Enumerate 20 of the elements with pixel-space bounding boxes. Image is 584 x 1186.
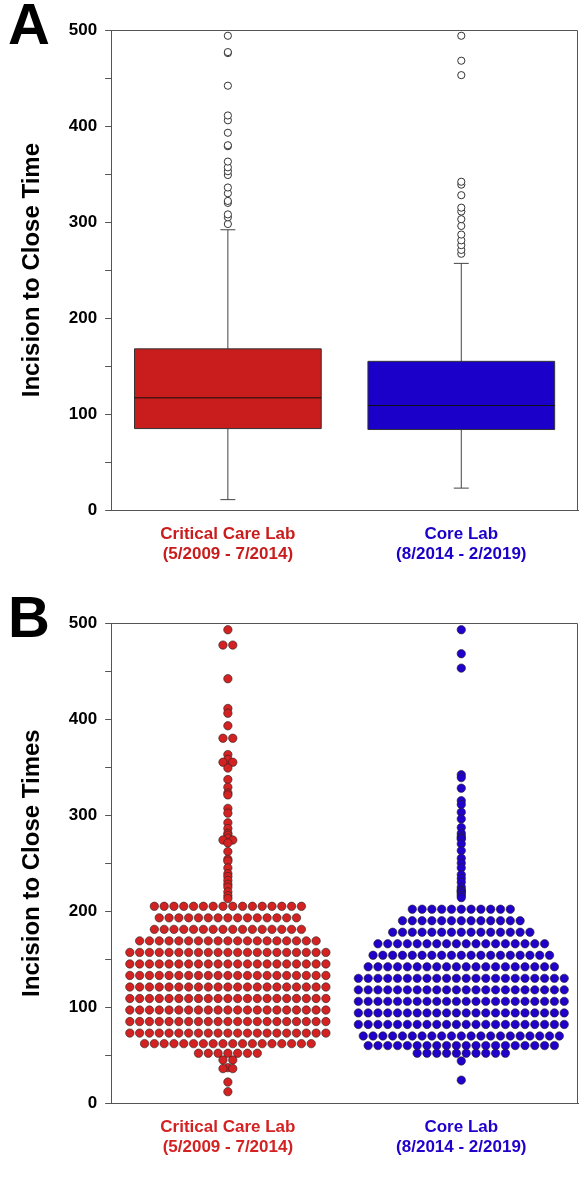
chart-title: B <box>8 583 50 650</box>
x-tick-label: Core Lab (8/2014 - 2/2019) <box>396 1117 527 1157</box>
y-tick-label: 0 <box>87 1092 98 1112</box>
y-tick-label: 100 <box>68 996 98 1016</box>
x-tick-label: Core Lab (8/2014 - 2/2019) <box>396 524 527 564</box>
y-tick-label: 200 <box>68 307 98 327</box>
y-tick-label: 200 <box>68 900 98 920</box>
chart-title: A <box>8 0 50 57</box>
y-tick-label: 300 <box>68 211 98 231</box>
y-tick-label: 100 <box>68 403 98 423</box>
y-tick-label: 500 <box>68 612 98 632</box>
y-tick-label: 300 <box>68 804 98 824</box>
y-axis-title: Incision to Close Time <box>17 142 45 398</box>
y-axis-title: Incision to Close Times <box>17 729 45 997</box>
y-tick-label: 400 <box>68 708 98 728</box>
y-tick-label: 400 <box>68 115 98 135</box>
y-tick-label: 0 <box>87 499 98 519</box>
x-tick-label: Critical Care Lab (5/2009 - 7/2014) <box>160 1117 296 1157</box>
y-tick-label: 500 <box>68 19 98 39</box>
x-tick-label: Critical Care Lab (5/2009 - 7/2014) <box>160 524 296 564</box>
